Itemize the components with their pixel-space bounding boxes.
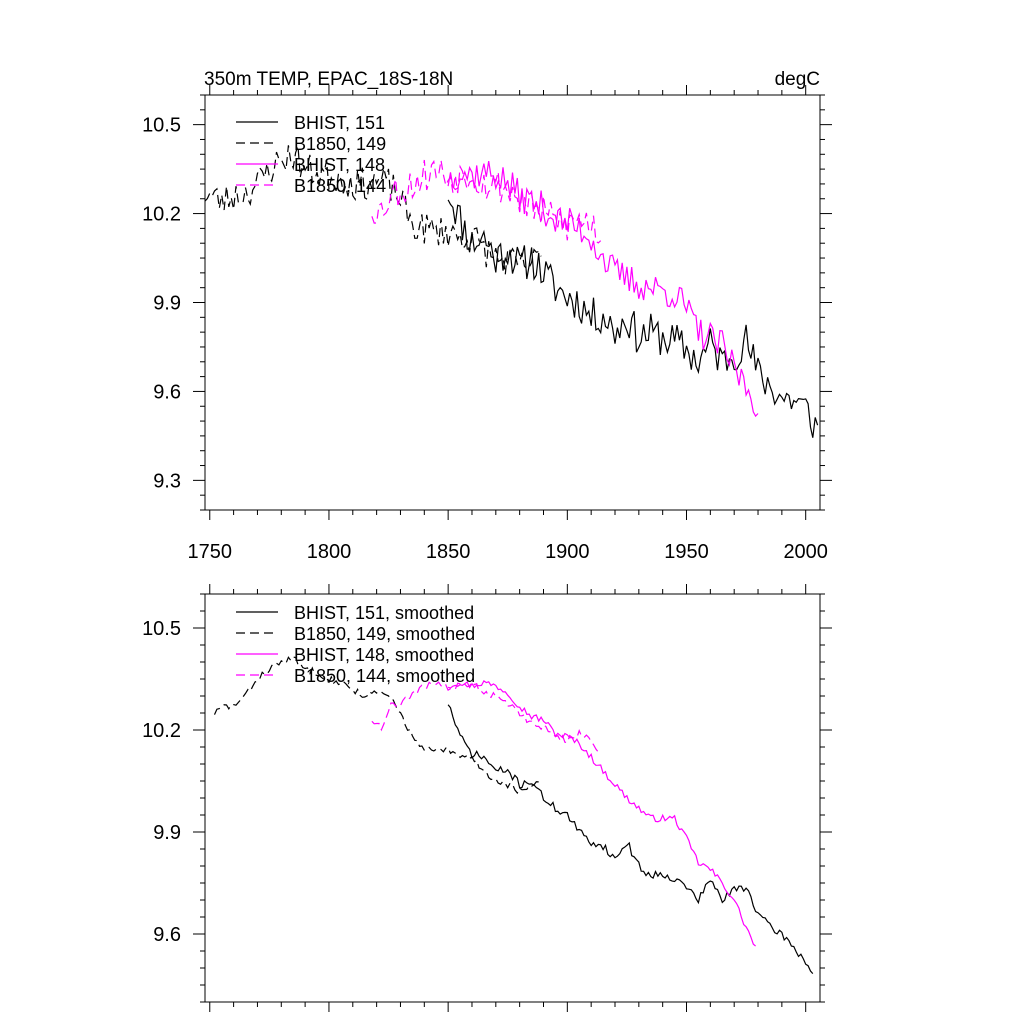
legend-label: B1850, 144: [294, 176, 386, 196]
y-tick-label: 9.6: [153, 924, 181, 946]
legend-label: BHIST, 148: [294, 155, 385, 175]
legend-label: BHIST, 151: [294, 113, 385, 133]
y-tick-label: 9.3: [153, 470, 181, 492]
y-tick-label: 10.5: [142, 115, 181, 137]
series-line: [213, 656, 542, 795]
y-tick-label: 10.2: [142, 204, 181, 226]
y-tick-label: 9.6: [153, 381, 181, 403]
y-tick-label: 9.9: [153, 293, 181, 315]
legend-label: BHIST, 151, smoothed: [294, 603, 474, 623]
legend-label: BHIST, 148, smoothed: [294, 645, 474, 665]
series-line: [371, 680, 601, 754]
y-tick-label: 9.9: [153, 822, 181, 844]
series-line: [447, 680, 756, 947]
legend-label: B1850, 149, smoothed: [294, 624, 475, 644]
series-line: [447, 161, 759, 418]
x-tick-label: 1950: [664, 541, 709, 563]
units-label: degC: [775, 69, 820, 90]
legend-label: B1850, 144, smoothed: [294, 666, 475, 686]
x-tick-label: 1750: [188, 541, 233, 563]
y-tick-label: 10.5: [142, 618, 181, 640]
x-tick-label: 1800: [307, 541, 352, 563]
series-line: [371, 159, 602, 244]
x-tick-label: 1900: [545, 541, 590, 563]
series-line: [447, 199, 819, 438]
y-tick-label: 10.2: [142, 720, 181, 742]
series-line: [204, 145, 542, 275]
top-panel: 350m TEMP, EPAC_18S-18N degC 1750 1800 185…: [142, 69, 832, 563]
chart-title: 350m TEMP, EPAC_18S-18N: [204, 69, 453, 90]
series-line: [447, 704, 814, 974]
legend-label: B1850, 149: [294, 134, 386, 154]
x-tick-label: 2000: [783, 541, 828, 563]
x-tick-label: 1850: [426, 541, 471, 563]
